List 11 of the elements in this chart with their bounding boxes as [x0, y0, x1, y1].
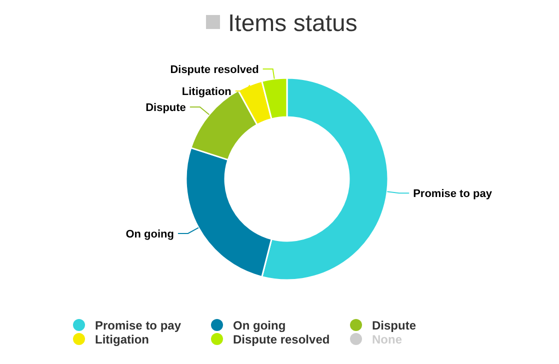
legend-label: Dispute — [372, 318, 416, 332]
slice-label: Litigation — [182, 86, 232, 98]
legend-label: Litigation — [95, 332, 149, 346]
slice-label: Dispute — [146, 102, 186, 114]
legend-label: Dispute resolved — [233, 332, 330, 346]
slice-label: On going — [126, 228, 174, 240]
slice-label: Dispute resolved — [170, 64, 259, 76]
legend-label: On going — [233, 318, 286, 332]
chart-title: Items status — [228, 10, 358, 37]
slice-label: Promise to pay — [413, 188, 493, 200]
legend-label: Promise to pay — [95, 318, 182, 332]
